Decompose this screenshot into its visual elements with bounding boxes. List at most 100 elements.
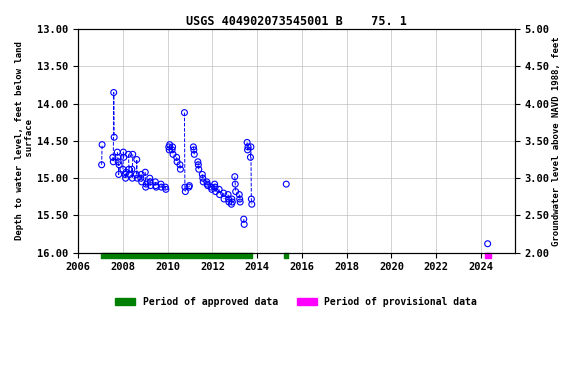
Point bbox=[483, 241, 492, 247]
Point bbox=[203, 181, 212, 187]
Point bbox=[97, 142, 107, 148]
Point bbox=[176, 166, 185, 172]
Point bbox=[128, 151, 137, 157]
Point bbox=[156, 181, 165, 187]
Point bbox=[165, 147, 174, 153]
Point bbox=[161, 186, 170, 192]
Point bbox=[151, 182, 160, 189]
Point bbox=[168, 147, 177, 153]
Point bbox=[219, 196, 229, 202]
Point bbox=[124, 151, 133, 157]
Point bbox=[215, 192, 224, 198]
Point bbox=[168, 144, 177, 150]
Point bbox=[194, 159, 203, 165]
Point bbox=[157, 184, 166, 190]
Point bbox=[172, 154, 181, 161]
Point bbox=[247, 201, 256, 207]
Point bbox=[282, 181, 291, 187]
Point bbox=[185, 182, 194, 189]
Point bbox=[97, 162, 106, 168]
Point bbox=[180, 109, 189, 116]
Point bbox=[115, 162, 124, 168]
Point bbox=[141, 184, 150, 190]
Point bbox=[199, 179, 208, 185]
Point bbox=[214, 186, 223, 192]
Legend: Period of approved data, Period of provisional data: Period of approved data, Period of provi… bbox=[112, 293, 481, 310]
Point bbox=[219, 190, 228, 196]
Point bbox=[172, 159, 181, 165]
Point bbox=[247, 196, 256, 202]
Point bbox=[175, 162, 184, 168]
Point bbox=[119, 154, 128, 161]
Point bbox=[194, 162, 203, 168]
Point bbox=[235, 196, 244, 202]
Point bbox=[114, 171, 123, 177]
Point bbox=[207, 184, 216, 190]
Point bbox=[124, 166, 134, 172]
Point bbox=[132, 171, 141, 177]
Point bbox=[113, 149, 122, 155]
Point bbox=[236, 199, 245, 205]
Point bbox=[136, 175, 145, 181]
Point bbox=[240, 221, 249, 227]
Point bbox=[121, 175, 130, 181]
Point bbox=[127, 166, 137, 172]
Point bbox=[109, 134, 119, 140]
Point bbox=[164, 144, 173, 150]
Point bbox=[137, 171, 146, 177]
Point bbox=[190, 147, 199, 153]
Point bbox=[210, 184, 219, 190]
Point bbox=[234, 192, 244, 198]
Point bbox=[125, 171, 134, 177]
Point bbox=[168, 151, 177, 157]
Point bbox=[210, 181, 219, 187]
Point bbox=[120, 171, 130, 177]
Point bbox=[242, 139, 252, 146]
Point bbox=[145, 175, 154, 181]
Point bbox=[184, 184, 194, 190]
Point bbox=[128, 175, 137, 181]
Point bbox=[246, 154, 255, 161]
Point bbox=[146, 179, 155, 185]
Point bbox=[180, 184, 190, 190]
Point bbox=[244, 144, 253, 150]
Y-axis label: Groundwater level above NAVD 1988, feet: Groundwater level above NAVD 1988, feet bbox=[552, 36, 561, 246]
Point bbox=[228, 199, 237, 205]
Point bbox=[137, 179, 146, 185]
Point bbox=[243, 147, 252, 153]
Title: USGS 404902073545001 B    75. 1: USGS 404902073545001 B 75. 1 bbox=[186, 15, 407, 28]
Point bbox=[132, 175, 142, 181]
Point bbox=[228, 196, 237, 202]
Point bbox=[211, 189, 220, 195]
Point bbox=[227, 201, 236, 207]
Point bbox=[113, 154, 122, 161]
Point bbox=[141, 169, 150, 175]
Point bbox=[230, 181, 240, 187]
Point bbox=[202, 179, 211, 185]
Point bbox=[198, 171, 207, 177]
Point bbox=[165, 142, 175, 148]
Point bbox=[132, 156, 141, 162]
Point bbox=[194, 166, 203, 172]
Point bbox=[119, 149, 128, 155]
Point bbox=[113, 159, 123, 165]
Point bbox=[190, 151, 199, 157]
Point bbox=[109, 89, 118, 96]
Point bbox=[108, 154, 118, 161]
Point bbox=[146, 182, 156, 189]
Point bbox=[151, 184, 161, 190]
Point bbox=[181, 189, 190, 195]
Point bbox=[161, 184, 170, 190]
Point bbox=[247, 144, 256, 150]
Point bbox=[203, 182, 213, 189]
Point bbox=[198, 175, 207, 181]
Point bbox=[225, 199, 234, 205]
Point bbox=[142, 181, 151, 187]
Point bbox=[230, 174, 240, 180]
Y-axis label: Depth to water level, feet below land
 surface: Depth to water level, feet below land su… bbox=[15, 41, 35, 240]
Point bbox=[109, 159, 118, 165]
Point bbox=[239, 216, 248, 222]
Point bbox=[231, 189, 240, 195]
Point bbox=[207, 186, 217, 192]
Point bbox=[118, 166, 127, 172]
